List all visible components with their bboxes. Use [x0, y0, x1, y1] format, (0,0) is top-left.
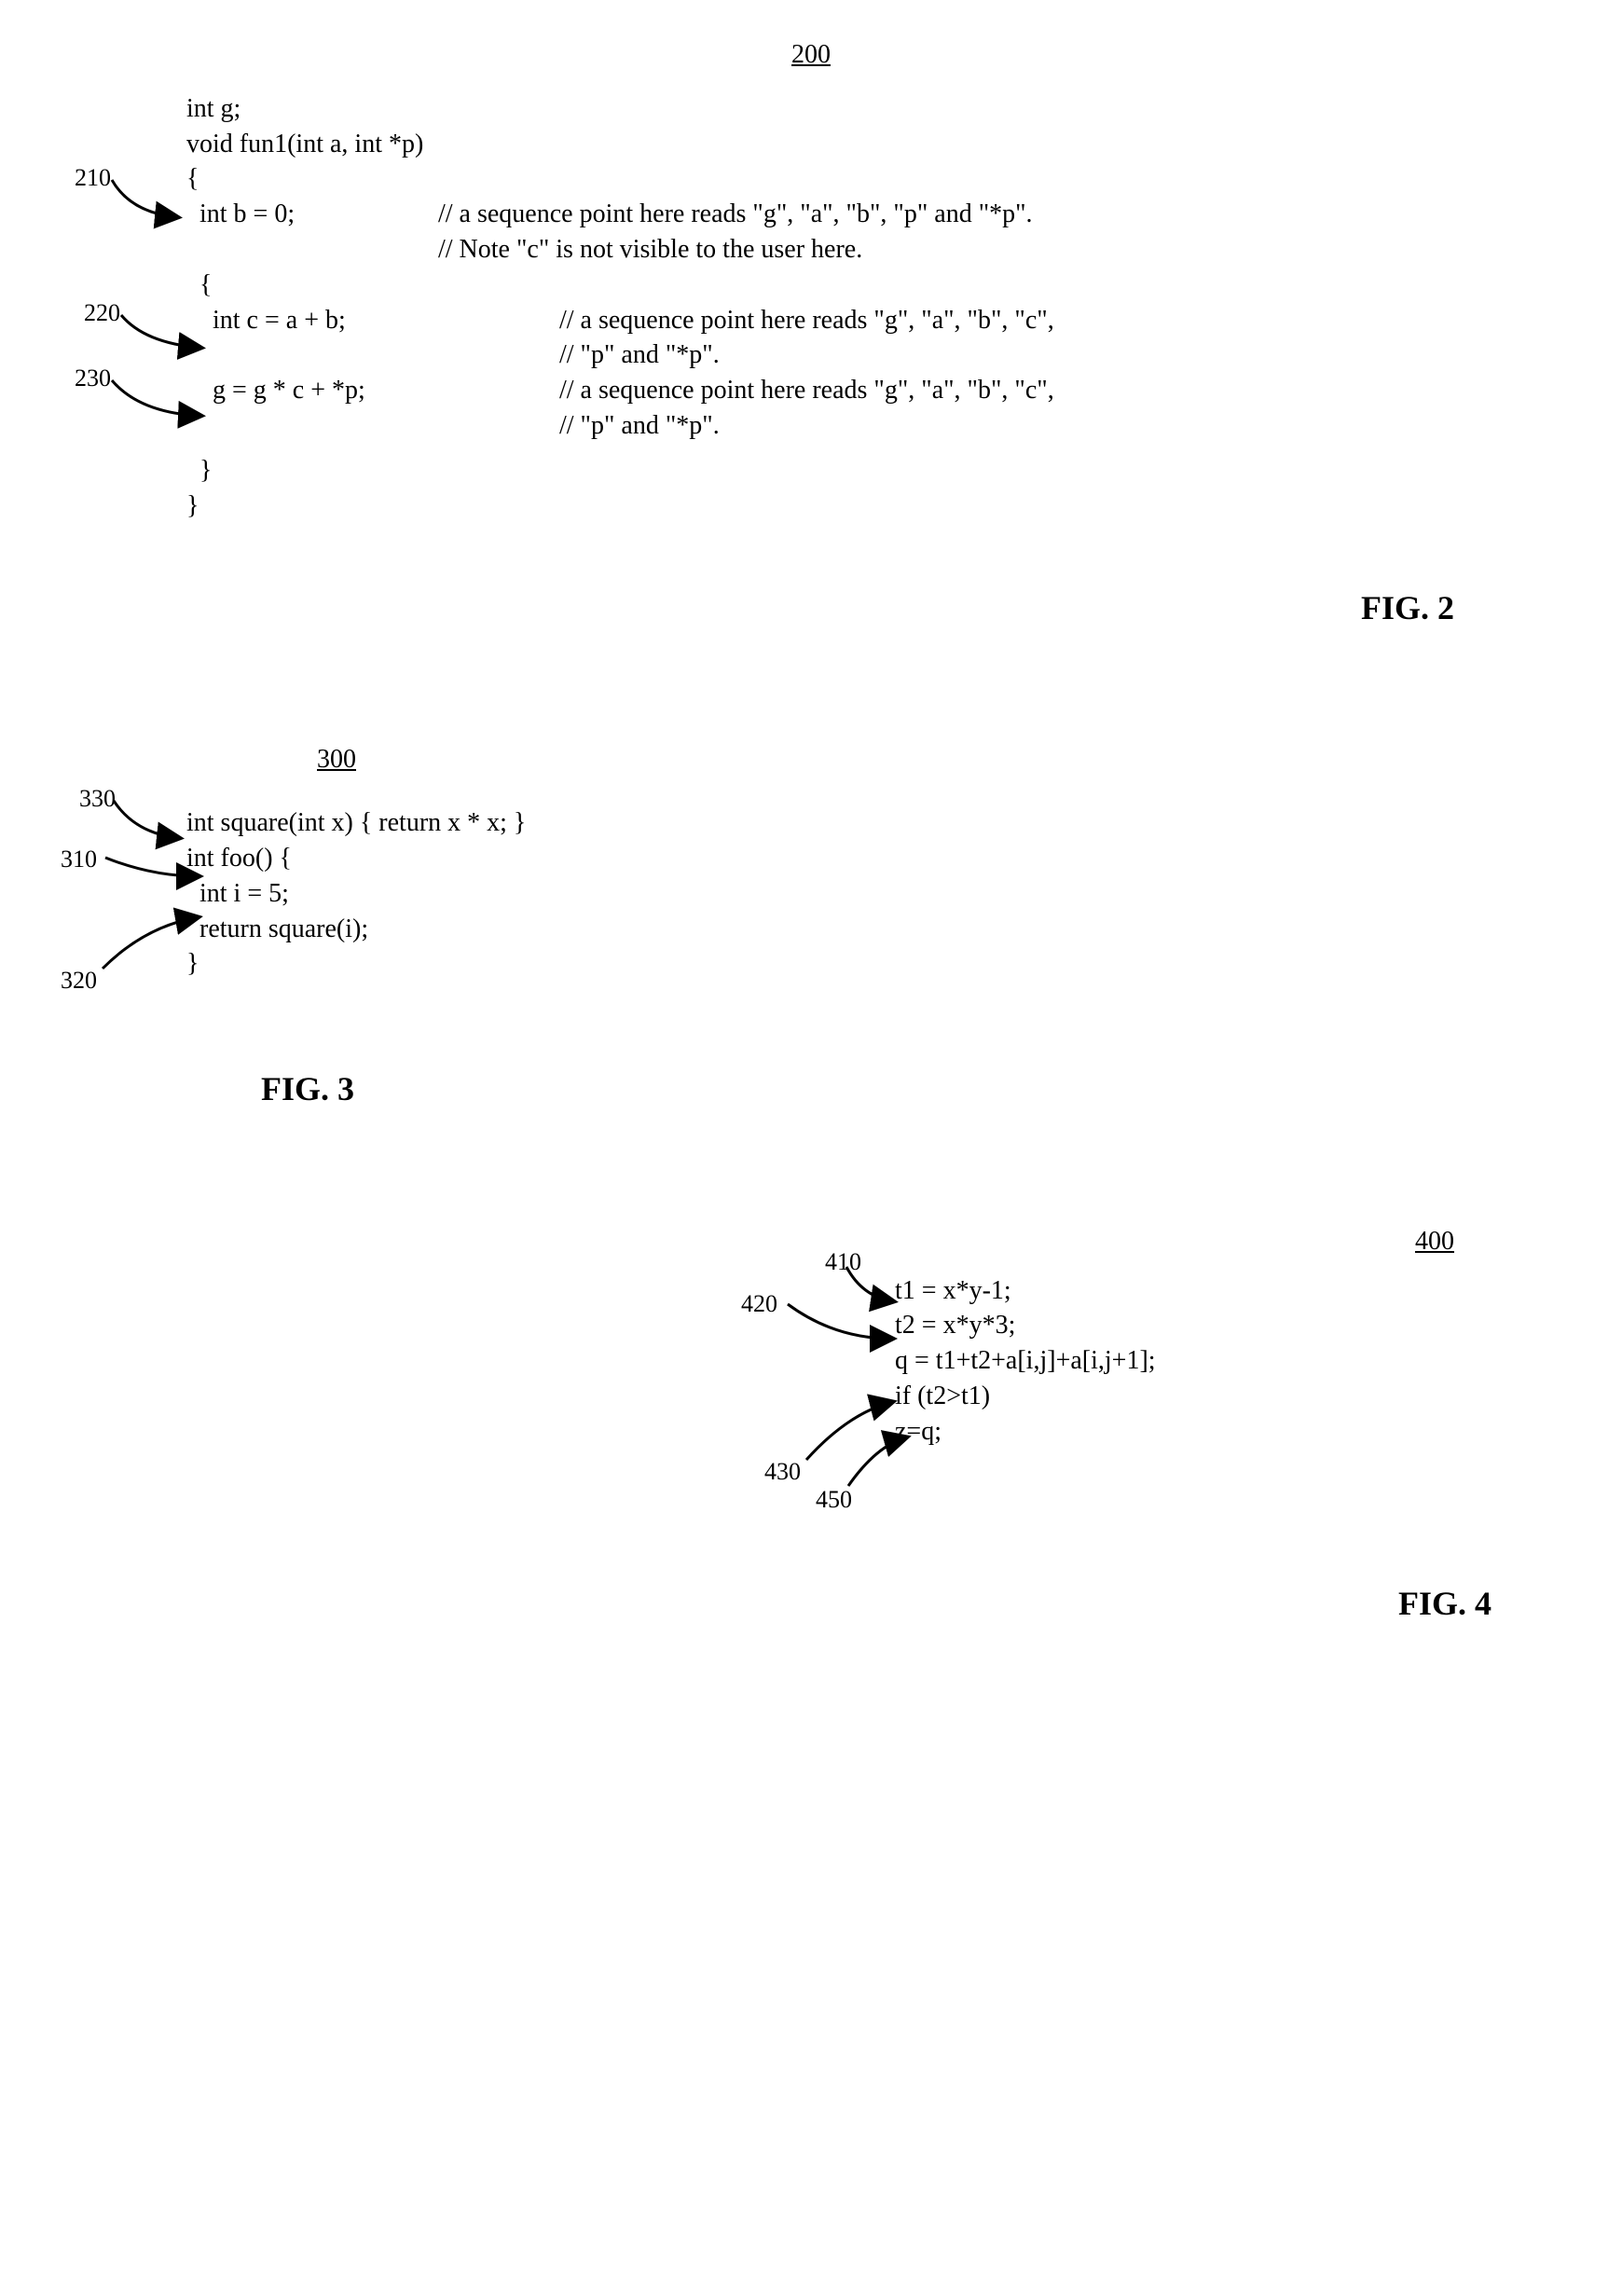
arrow-icon — [107, 306, 210, 357]
code-line: } — [186, 488, 1566, 524]
fig4-callout-420: 420 — [741, 1287, 777, 1320]
figure-3: 300 330 310 320 int square(int x) { retu… — [56, 742, 1566, 1111]
code-line: { — [186, 161, 1566, 197]
code-line: g = g * c + *p; — [186, 373, 559, 408]
code-line: q = t1+t2+a[i,j]+a[i,j+1]; — [895, 1343, 1566, 1379]
arrow-icon — [778, 1297, 900, 1348]
code-line: int g; — [186, 91, 1566, 127]
fig4-label: FIG. 4 — [1398, 1585, 1491, 1622]
code-line: z=q; — [895, 1414, 1566, 1450]
code-line: t2 = x*y*3; — [895, 1308, 1566, 1343]
code-line: int c = a + b; — [186, 303, 559, 338]
code-comment: // "p" and "*p". — [559, 408, 720, 444]
code-line: } — [186, 453, 1566, 488]
code-comment: // a sequence point here reads "g", "a",… — [559, 303, 1054, 338]
code-comment: // a sequence point here reads "g", "a",… — [559, 373, 1054, 408]
arrow-icon — [98, 171, 186, 227]
fig4-callout-430: 430 — [764, 1455, 801, 1488]
code-line: int i = 5; — [186, 876, 1566, 912]
code-line: int foo() { — [186, 841, 1566, 876]
code-comment: // a sequence point here reads "g", "a",… — [438, 197, 1033, 232]
code-line: return square(i); — [186, 912, 1566, 947]
fig3-ref: 300 — [317, 745, 356, 774]
arrow-icon — [98, 371, 210, 422]
code-line: t1 = x*y-1; — [895, 1273, 1566, 1309]
arrow-icon — [103, 791, 186, 847]
arrow-icon — [839, 1432, 914, 1497]
arrow-icon — [93, 908, 205, 978]
code-line: } — [186, 946, 1566, 982]
fig3-callout-310: 310 — [61, 843, 97, 875]
code-comment: // Note "c" is not visible to the user h… — [438, 232, 862, 268]
figure-2: 200 210 220 230 int g; void fun1(int a, … — [56, 37, 1566, 630]
code-line: if (t2>t1) — [895, 1379, 1566, 1414]
code-line: { — [186, 268, 1566, 303]
code-line: int square(int x) { return x * x; } — [186, 805, 1566, 841]
figure-4: 400 410 420 430 450 — [727, 1224, 1566, 1626]
fig3-label: FIG. 3 — [261, 1070, 354, 1107]
code-line: void fun1(int a, int *p) — [186, 127, 1566, 162]
fig2-label: FIG. 2 — [1361, 589, 1454, 626]
fig3-callout-320: 320 — [61, 964, 97, 997]
code-line: int b = 0; — [186, 197, 438, 232]
code-comment: // "p" and "*p". — [559, 337, 720, 373]
fig2-ref: 200 — [791, 40, 831, 69]
fig4-ref: 400 — [1415, 1227, 1454, 1256]
arrow-icon — [101, 850, 203, 883]
